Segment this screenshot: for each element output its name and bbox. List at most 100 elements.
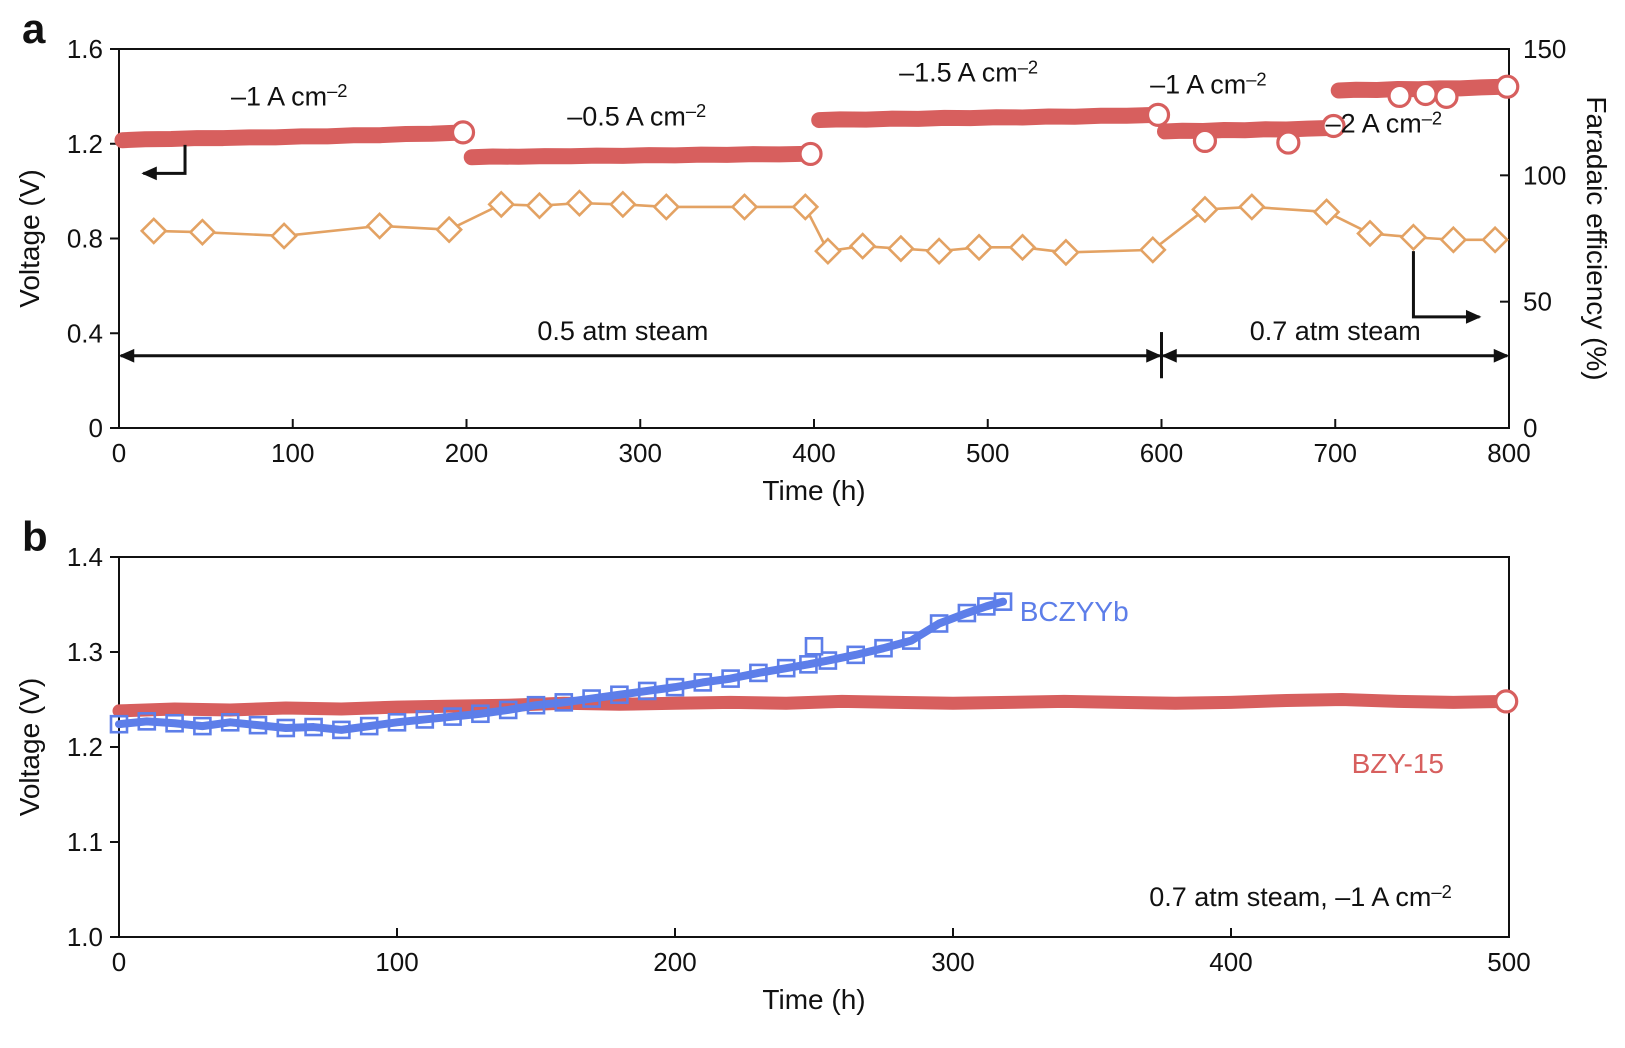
faradaic-efficiency-marker xyxy=(1439,225,1468,254)
faradaic-efficiency-marker xyxy=(1238,193,1266,221)
y-tick-label: 0.8 xyxy=(67,224,103,254)
current-label-5-text: –2 A cm–2 xyxy=(1326,107,1442,138)
BCZYYb-marker xyxy=(582,689,601,708)
faradaic-efficiency-marker xyxy=(1191,195,1219,224)
axes: 0 100 200 300 400 500 600 700 80000.40.81.21.605… xyxy=(67,34,1567,468)
right-y-tick-label: 100 xyxy=(1523,160,1566,190)
panel-letter-b: b xyxy=(22,513,48,560)
x-tick-label: 100 xyxy=(271,438,314,468)
axes-frame xyxy=(118,556,1510,938)
y-tick-label: 1.4 xyxy=(67,542,103,572)
axes: 0 100 200 300 400 500 1.0 1.1 1.2 1.3 1.4 xyxy=(67,542,1531,977)
BCZYYb-marker xyxy=(193,716,212,736)
right-axis-label: Faradaic efficiency (%) xyxy=(1581,96,1612,380)
annotation-current-label-5: –2 A cm–2 xyxy=(1326,107,1442,138)
BCZYYb-marker xyxy=(721,669,740,688)
segment-end-markers-marker xyxy=(1413,81,1438,107)
BCZYYb-marker xyxy=(818,651,838,670)
y-axis-label: Voltage (V) xyxy=(14,678,45,817)
faradaic-efficiency-marker xyxy=(652,193,681,221)
y-tick-label: 0.4 xyxy=(67,318,103,348)
BZY-15-line xyxy=(112,693,1513,718)
annotation-bzy15-label: BZY-15 xyxy=(1352,748,1444,779)
BCZYYb-marker xyxy=(993,592,1013,611)
x-tick-label: 100 xyxy=(375,947,418,977)
series-segment-end-markers xyxy=(450,74,1520,167)
annotation-bczyyb-label: BCZYYb xyxy=(1020,596,1129,627)
faradaic-efficiency-marker xyxy=(188,218,217,247)
BCZYYb-marker xyxy=(387,712,407,732)
x-tick-label: 300 xyxy=(619,438,662,468)
faradaic-efficiency-marker xyxy=(565,189,594,217)
faradaic-efficiency-marker xyxy=(965,233,993,262)
panel-a: a0 100 200 300 400 500 600 700 80000.40.81.21.60… xyxy=(14,5,1612,506)
series-voltage-segment-2 xyxy=(463,145,819,166)
x-tick-label: 200 xyxy=(445,438,488,468)
annotation-current-label-1: –1 A cm–2 xyxy=(231,80,347,111)
faradaic-efficiency-marker xyxy=(1008,233,1037,262)
BCZYYb-marker xyxy=(304,717,323,737)
BCZYYb-marker xyxy=(137,712,157,731)
voltage-segment-1-line xyxy=(114,124,470,149)
BCZYYb-outlier-marker xyxy=(804,636,824,656)
annotation-left-axis-pointer xyxy=(141,144,187,181)
BCZYYb-line xyxy=(115,597,1008,734)
segment-end-markers-marker xyxy=(1276,130,1301,155)
segment-end-markers-marker xyxy=(798,141,823,167)
faradaic-efficiency-marker xyxy=(487,190,516,219)
segment-end-markers-marker xyxy=(1495,74,1520,99)
annotation-current-label-4: –1 A cm–2 xyxy=(1150,68,1266,99)
BCZYYb-marker xyxy=(332,720,351,740)
series-voltage-segment-3 xyxy=(811,106,1167,129)
current-label-1-text: –1 A cm–2 xyxy=(231,80,347,111)
BCZYYb-marker xyxy=(443,707,462,726)
faradaic-efficiency-marker xyxy=(814,237,842,265)
series-BCZYYb xyxy=(109,592,1013,740)
BCZYYb-marker xyxy=(109,714,129,734)
x-tick-label: 800 xyxy=(1487,438,1530,468)
segment-end-markers-marker xyxy=(1321,113,1346,139)
segment-end-markers-marker xyxy=(1145,102,1171,127)
faradaic-efficiency-marker xyxy=(1481,225,1509,254)
BCZYYb-marker xyxy=(799,655,818,674)
faradaic-efficiency-marker xyxy=(1138,236,1167,264)
x-tick-label: 0 xyxy=(112,438,126,468)
left-axis-pointer-arrow xyxy=(141,144,187,181)
bczyyb-label-text: BCZYYb xyxy=(1020,596,1129,627)
steam-label-1-text: 0.5 atm steam xyxy=(537,316,708,346)
faradaic-efficiency-marker xyxy=(1052,238,1080,267)
BCZYYb-marker xyxy=(276,718,296,738)
series-voltage-segment-1 xyxy=(114,124,470,149)
series-faradaic-efficiency xyxy=(139,189,1509,267)
annotation-steam-label-2: 0.7 atm steam xyxy=(1250,316,1421,346)
bzy15-label-text: BZY-15 xyxy=(1352,748,1444,779)
x-tick-label: 200 xyxy=(653,947,696,977)
faradaic-efficiency-marker xyxy=(925,237,953,265)
faradaic-efficiency-marker xyxy=(525,191,554,220)
annotation-current-label-2: –0.5 A cm–2 xyxy=(567,100,706,131)
segment-end-markers-marker xyxy=(1387,83,1412,109)
BCZYYb-marker xyxy=(610,685,629,705)
steam-label-2-text: 0.7 atm steam xyxy=(1250,316,1421,346)
faradaic-efficiency-marker xyxy=(365,212,394,240)
BCZYYb-marker xyxy=(498,700,518,720)
BCZYYb-marker xyxy=(776,658,796,678)
annotation-right-axis-pointer xyxy=(1411,251,1482,324)
y-tick-label: 1.1 xyxy=(67,827,103,857)
series-BZY-15-end-marker xyxy=(1494,689,1519,714)
BCZYYb-marker xyxy=(471,704,490,724)
faradaic-efficiency-marker xyxy=(270,222,298,250)
voltage-segment-4-line xyxy=(1156,119,1340,140)
current-label-2-text: –0.5 A cm–2 xyxy=(567,100,706,131)
right-y-tick-label: 0 xyxy=(1523,413,1537,443)
BCZYYb-marker xyxy=(415,710,435,729)
BZY-15-end-marker-marker xyxy=(1494,689,1519,714)
BCZYYb-marker xyxy=(165,713,184,733)
BCZYYb-marker xyxy=(901,631,921,650)
BCZYYb-marker xyxy=(665,677,685,697)
voltage-segment-2-line xyxy=(463,145,819,166)
axes-frame xyxy=(118,48,1510,429)
segment-end-markers-marker xyxy=(1434,84,1459,109)
series-voltage-segment-4 xyxy=(1156,119,1340,140)
